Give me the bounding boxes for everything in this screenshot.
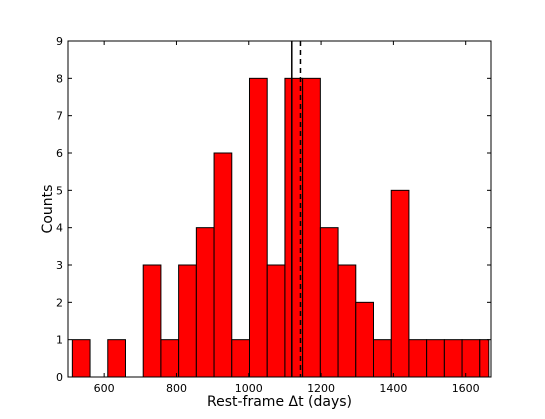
y-tick-label: 5 [56,184,63,197]
x-axis-ticks: 600 800 1000 1200 1400 1600 [94,41,480,395]
histogram-bars [71,77,490,378]
histogram-bar-8 [248,77,268,378]
x-axis-label: Rest-frame Δt (days) [207,394,352,410]
y-tick-label: 1 [56,334,63,347]
histogram-bar-20 [461,339,481,378]
x-tick-label: 1400 [379,382,407,395]
x-tick-label: 800 [166,382,187,395]
y-tick-label: 0 [56,371,63,384]
y-tick-label: 3 [56,259,63,272]
reference-lines [291,41,302,377]
histogram-bar-6 [213,152,233,378]
histogram-bar-9 [266,264,286,378]
y-tick-label: 4 [56,222,63,235]
histogram-bar-19 [443,339,463,378]
histogram-bar-1 [107,339,126,378]
x-tick-label: 1600 [452,382,480,395]
x-tick-label: 1000 [235,382,263,395]
x-tick-label: 600 [94,382,115,395]
histogram-bar-0 [71,339,91,378]
histogram-bar-4 [178,264,197,378]
y-tick-label: 8 [56,72,63,85]
histogram-bar-14 [355,301,374,378]
histogram-bar-16 [390,189,410,378]
histogram-bar-3 [160,339,180,378]
histogram-bar-21 [479,339,490,378]
y-axis-ticks: 0 1 2 3 4 5 6 7 8 9 [56,35,491,384]
y-tick-label: 6 [56,147,63,160]
y-tick-label: 7 [56,110,63,123]
histogram-bar-15 [373,339,392,378]
y-tick-label: 9 [56,35,63,48]
histogram-bar-5 [195,227,215,378]
histogram-bar-17 [408,339,428,378]
plot-frame [67,40,492,378]
histogram-bar-18 [426,339,445,378]
y-axis-label: Counts [40,185,56,234]
histogram-bar-11 [302,77,321,378]
histogram-bar-12 [319,227,339,378]
x-tick-label: 1200 [307,382,335,395]
histogram-bar-2 [142,264,162,378]
histogram-bar-7 [231,339,250,378]
histogram-bar-13 [337,264,357,378]
y-tick-label: 2 [56,296,63,309]
